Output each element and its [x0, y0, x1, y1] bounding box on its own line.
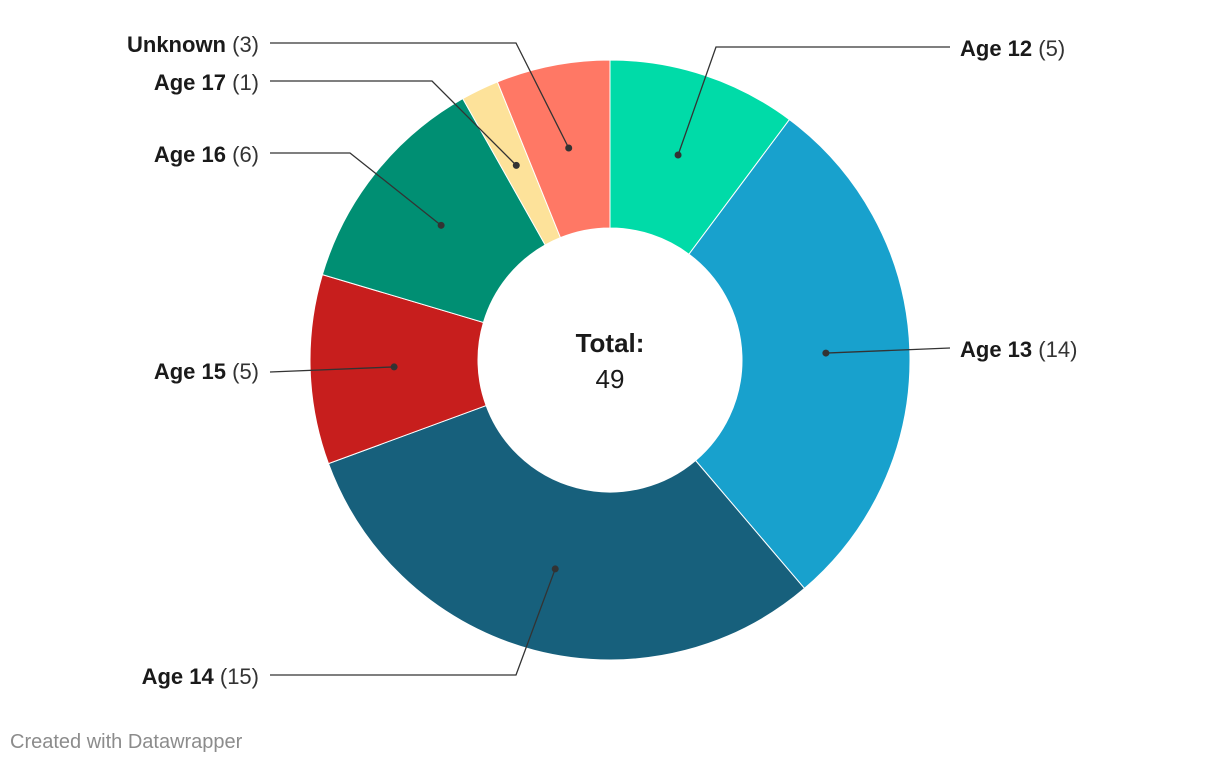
slice-age-12 [609, 59, 791, 255]
leader-line-age-17 [270, 80, 517, 166]
slice-label-count: (14) [1032, 337, 1077, 362]
slice-label-count: (1) [226, 70, 259, 95]
leader-line-unknown [270, 42, 570, 149]
slice-label-age-15: Age 15 (5) [154, 359, 259, 384]
leader-line-age-14 [270, 568, 556, 676]
slice-label-name: Age 13 [960, 337, 1032, 362]
leader-lines [269, 42, 951, 676]
leader-line-age-12 [677, 46, 950, 156]
slice-label-age-16: Age 16 (6) [154, 142, 259, 167]
donut-slices [309, 59, 911, 661]
center-total-value: 49 [596, 364, 625, 394]
slice-label-count: (6) [226, 142, 259, 167]
slice-unknown [496, 59, 611, 239]
slice-labels: Age 12 (5) Age 13 (14) Age 14 (15) Age 15 (… [127, 32, 1077, 689]
slice-age-15 [309, 274, 487, 465]
slice-label-age-12: Age 12 (5) [960, 36, 1065, 61]
slice-label-age-13: Age 13 (14) [960, 337, 1077, 362]
slice-label-count: (5) [1032, 36, 1065, 61]
slice-age-14 [327, 404, 806, 661]
slice-label-name: Unknown [127, 32, 226, 57]
leader-line-age-15 [269, 366, 395, 373]
datawrapper-credit: Created with Datawrapper [10, 731, 243, 753]
slice-label-age-14: Age 14 (15) [142, 664, 259, 689]
slice-label-name: Age 14 [142, 664, 215, 689]
slice-label-unknown: Unknown (3) [127, 32, 259, 57]
slice-label-name: Age 16 [154, 142, 226, 167]
slice-label-age-17: Age 17 (1) [154, 70, 259, 95]
slice-label-count: (15) [214, 664, 259, 689]
slice-label-count: (3) [226, 32, 259, 57]
slice-age-13 [688, 118, 911, 590]
center-total-label: Total: [576, 328, 645, 358]
leader-line-age-16 [270, 152, 442, 226]
slice-label-count: (5) [226, 359, 259, 384]
slice-age-16 [321, 97, 546, 324]
slice-label-name: Age 17 [154, 70, 226, 95]
slice-label-name: Age 15 [154, 359, 226, 384]
slice-label-name: Age 12 [960, 36, 1032, 61]
leader-line-age-13 [825, 347, 951, 354]
